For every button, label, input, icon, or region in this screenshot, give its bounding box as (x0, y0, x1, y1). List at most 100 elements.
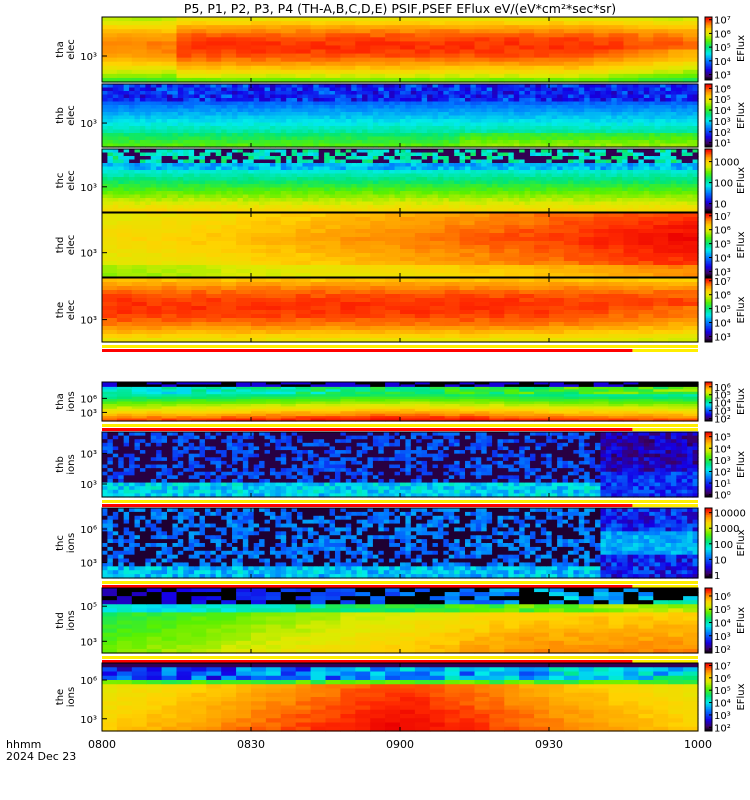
spectrogram-cell (653, 73, 669, 79)
spectrogram-cell (459, 69, 476, 75)
spectrogram-cell (627, 105, 634, 110)
spectrogram-cell (437, 180, 444, 185)
colorbar-segment (705, 137, 712, 140)
spectrogram-cell (286, 112, 293, 117)
spectrogram-cell (161, 84, 168, 89)
spectrogram-cell (632, 133, 639, 138)
spectrogram-cell (593, 77, 610, 83)
spectrogram-cell (676, 170, 683, 175)
spectrogram-cell (687, 201, 694, 206)
spectrogram-cell (340, 91, 347, 96)
spectrogram-cell (421, 194, 428, 199)
spectrogram-cell (595, 159, 602, 164)
spectrogram-cell (454, 156, 461, 161)
spectrogram-cell (236, 37, 252, 42)
spectrogram-cell (145, 136, 152, 141)
spectrogram-cell (145, 94, 152, 99)
spectrogram-cell (489, 41, 505, 47)
spectrogram-cell (291, 166, 298, 171)
spectrogram-cell (206, 21, 222, 26)
spectrogram-cell (329, 180, 336, 185)
spectrogram-cell (654, 108, 661, 113)
spectrogram-cell (102, 69, 118, 75)
colorbar-segment (705, 183, 712, 186)
spectrogram-cell (622, 159, 629, 164)
spectrogram-cell (638, 29, 654, 34)
spectrogram-cell (530, 177, 537, 182)
spectrogram-cell (102, 77, 118, 83)
spectrogram-cell (340, 177, 347, 182)
spectrogram-cell (146, 21, 163, 26)
spectrogram-cell (259, 84, 266, 89)
spectrogram-cell (134, 205, 141, 210)
spectrogram-cell (405, 208, 412, 213)
spectrogram-cell (329, 115, 336, 120)
spectrogram-cell (638, 133, 645, 138)
spectrogram-cell (318, 119, 325, 124)
spectrogram-cell (318, 159, 325, 164)
spectrogram-cell (623, 77, 639, 83)
spectrogram-cell (497, 201, 504, 206)
spectrogram-cell (589, 91, 596, 96)
spectrogram-cell (421, 149, 428, 154)
spectrogram-cell (139, 152, 146, 157)
spectrogram-cell (454, 180, 461, 185)
spectrogram-cell (608, 45, 625, 51)
spectrogram-cell (444, 45, 461, 51)
spectrogram-cell (204, 149, 211, 154)
spectrogram-cell (265, 217, 282, 222)
spectrogram-cell (370, 21, 386, 26)
spectrogram-cell (660, 133, 667, 138)
spectrogram-cell (291, 112, 298, 117)
spectrogram-cell (253, 94, 260, 99)
spectrogram-cell (557, 205, 564, 210)
spectrogram-cell (340, 94, 347, 99)
spectrogram-cell (269, 156, 276, 161)
spectrogram-cell (307, 152, 314, 157)
spectrogram-cell (334, 98, 341, 103)
spectrogram-cell (427, 177, 434, 182)
spectrogram-cell (486, 208, 493, 213)
spectrogram-cell (459, 73, 476, 79)
spectrogram-cell (389, 140, 396, 145)
spectrogram-cell (102, 98, 109, 103)
spectrogram-cell (112, 119, 119, 124)
spectrogram-cell (183, 163, 190, 168)
spectrogram-cell (410, 149, 417, 154)
spectrogram-cell (578, 33, 595, 38)
spectrogram-cell (660, 201, 667, 206)
spectrogram-cell (345, 136, 352, 141)
spectrogram-cell (383, 163, 390, 168)
spectrogram-cell (513, 184, 520, 189)
spectrogram-cell (448, 94, 455, 99)
spectrogram-cell (427, 133, 434, 138)
spectrogram-cell (519, 105, 526, 110)
spectrogram-cell (622, 87, 629, 92)
spectrogram-cell (161, 69, 178, 75)
spectrogram-cell (383, 98, 390, 103)
spectrogram-cell (156, 101, 163, 106)
spectrogram-cell (280, 45, 297, 51)
spectrogram-cell (334, 115, 341, 120)
spectrogram-cell (280, 173, 287, 178)
spectrogram-cell (199, 163, 206, 168)
spectrogram-cell (204, 152, 211, 157)
spectrogram-cell (378, 105, 385, 110)
spectrogram-cell (400, 101, 407, 106)
spectrogram-cell (622, 180, 629, 185)
spectrogram-cell (210, 133, 217, 138)
spectrogram-cell (605, 101, 612, 106)
spectrogram-cell (242, 136, 249, 141)
spectrogram-cell (504, 61, 520, 67)
spectrogram-cell (593, 57, 610, 63)
spectrogram-cell (492, 152, 499, 157)
spectrogram-cell (362, 133, 369, 138)
spectrogram-cell (177, 143, 184, 148)
spectrogram-cell (474, 45, 490, 51)
spectrogram-cell (394, 159, 401, 164)
spectrogram-cell (356, 170, 363, 175)
spectrogram-cell (632, 170, 639, 175)
spectrogram-cell (535, 198, 542, 203)
spectrogram-cell (307, 129, 314, 134)
spectrogram-cell (638, 49, 654, 55)
